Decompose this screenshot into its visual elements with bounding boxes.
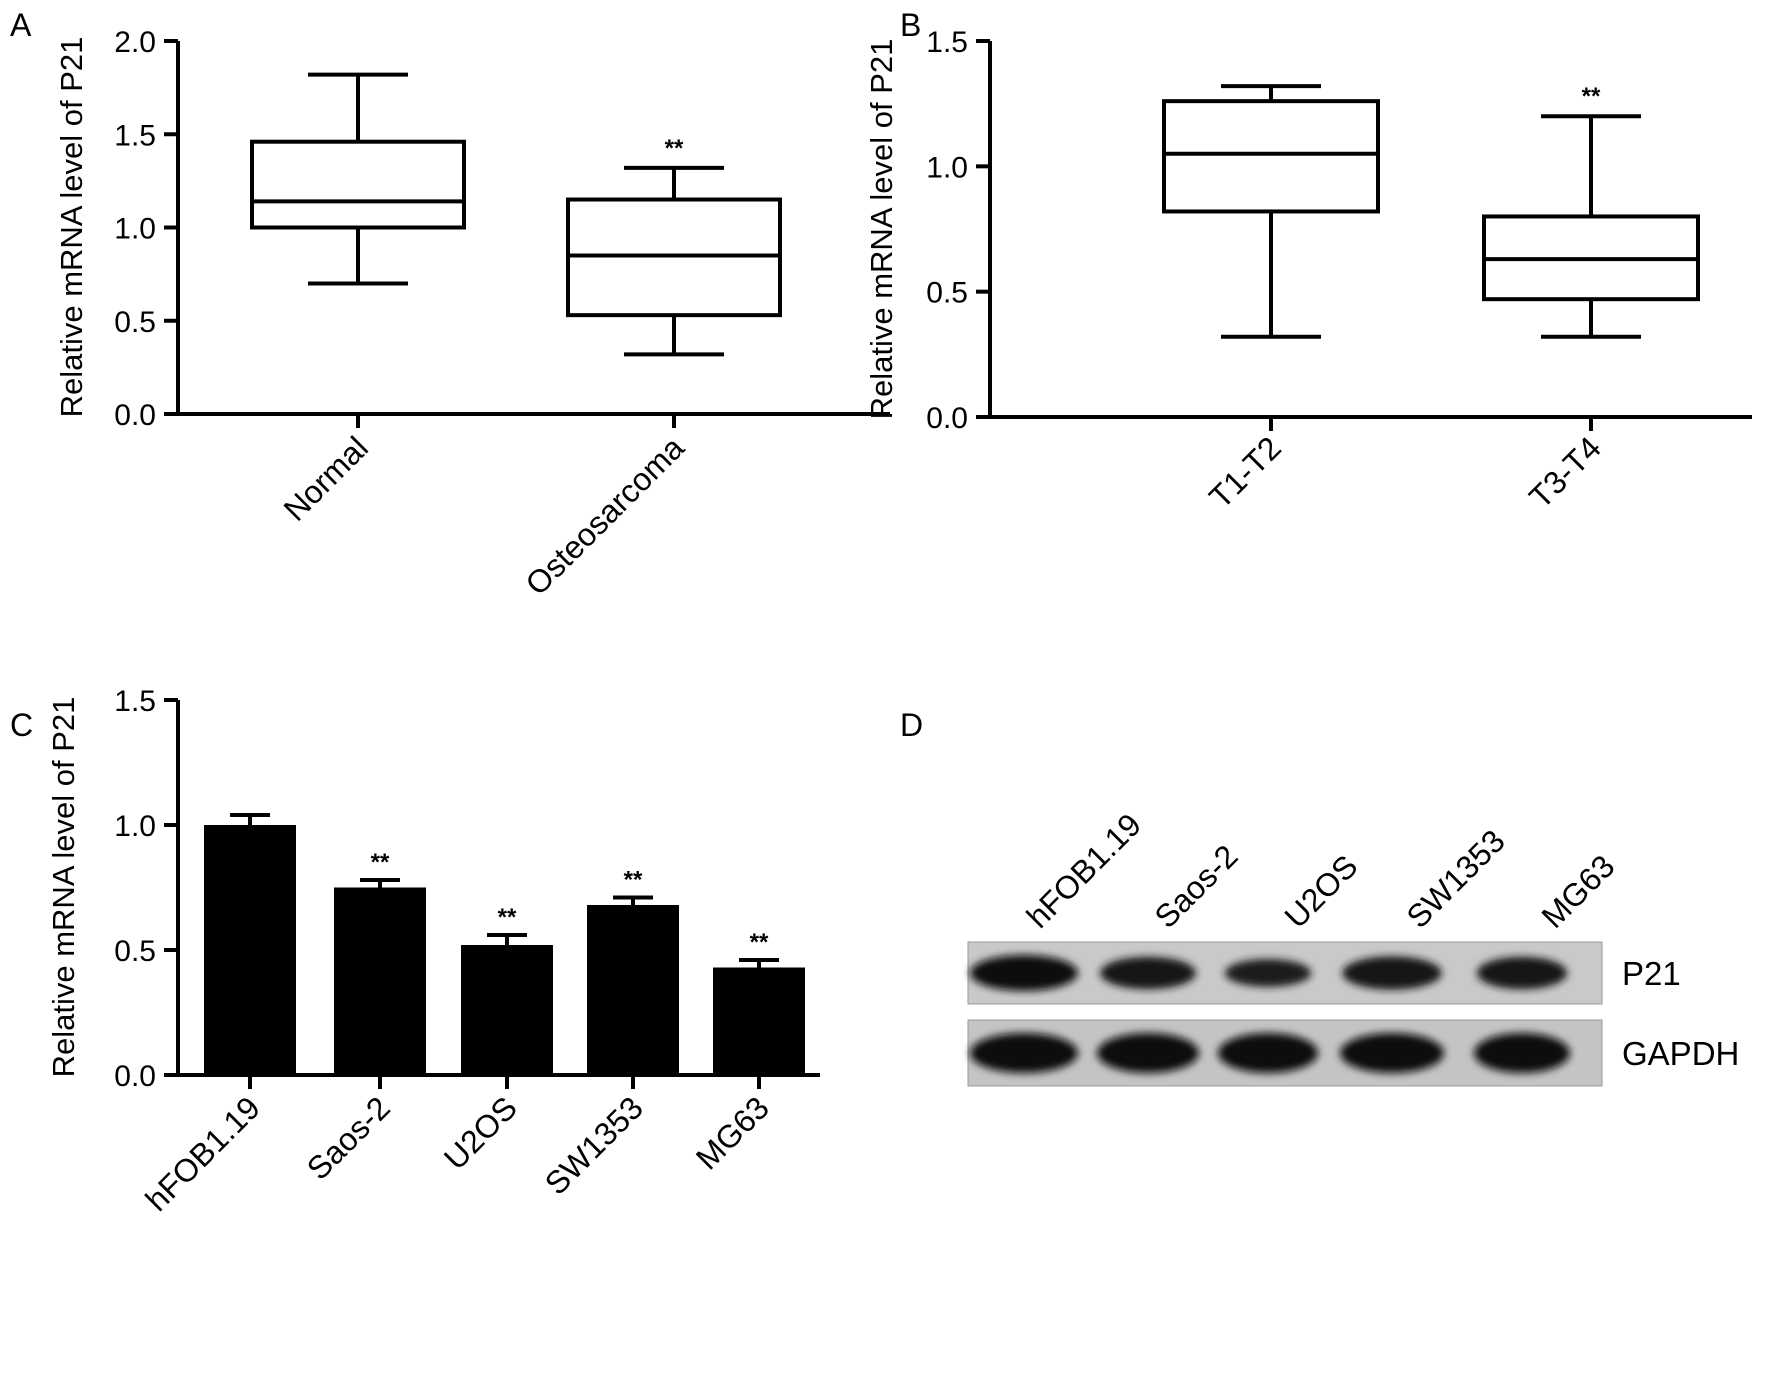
gapdh-band-3: [1218, 1033, 1318, 1073]
blot-lane-label-hfob: hFOB1.19: [1019, 806, 1148, 935]
panel-b-y-tick-label: 1.5: [926, 26, 968, 59]
bar: [204, 825, 296, 1075]
chart-panel-c: 0.0 0.5 1.0 1.5 Relative mRNA level of P21 hF…: [46, 685, 820, 1218]
panel-c-y-tick-label: 0.5: [114, 935, 156, 968]
panel-c-bar-3: **: [461, 904, 553, 1075]
panel-letter-c: C: [10, 707, 33, 743]
panel-c-y-tick-label: 1.5: [114, 685, 156, 718]
panel-b-x-tick-label: T3-T4: [1522, 429, 1608, 515]
gapdh-band-4: [1340, 1033, 1444, 1073]
panel-c-x-tick-label: Saos-2: [300, 1089, 397, 1186]
panel-c-x-tick-label: U2OS: [437, 1089, 524, 1176]
p21-band-3: [1224, 959, 1312, 987]
significance-marker: **: [498, 904, 517, 931]
panel-b-y-tick-label: 0.5: [926, 277, 968, 310]
panel-c-y-tick-label: 0.0: [114, 1060, 156, 1093]
bar: [461, 945, 553, 1075]
panel-a-y-tick-label: 1.0: [114, 213, 156, 246]
panel-b-x-tick-label: T1-T2: [1202, 429, 1288, 515]
chart-panel-a: 0.0 0.5 1.0 1.5 2.0 Relative mRNA level of P2…: [54, 26, 890, 602]
western-blot-panel-d: hFOB1.19 Saos-2 U2OS SW1353 MG63 P21 GAP…: [967, 806, 1739, 1087]
p21-band-4: [1342, 956, 1442, 990]
panel-c-y-tick-label: 1.0: [114, 810, 156, 843]
panel-a-y-tick-label: 2.0: [114, 26, 156, 59]
panel-c-x-tick-label: MG63: [689, 1089, 776, 1176]
panel-c-bar-4: **: [587, 867, 679, 1075]
gapdh-band-1: [970, 1033, 1078, 1073]
panel-a-y-tick-label: 0.0: [114, 399, 156, 432]
panel-b-box-2: **: [1482, 83, 1700, 339]
panel-a-y-axis-label: Relative mRNA level of P21: [54, 37, 89, 418]
panel-c-y-axis-label: Relative mRNA level of P21: [46, 697, 81, 1078]
blot-lane-label-saos2: Saos-2: [1147, 838, 1244, 935]
blot-row-label-gapdh: GAPDH: [1622, 1035, 1739, 1072]
panel-c-bar-2: **: [334, 849, 426, 1075]
panel-a-x-tick-label: Osteosarcoma: [518, 429, 691, 602]
significance-marker: **: [750, 929, 769, 956]
blot-bands-gapdh: [970, 1033, 1570, 1073]
significance-marker: **: [665, 135, 684, 162]
significance-marker: **: [624, 867, 643, 894]
panel-c-bar-5: **: [713, 929, 805, 1075]
bar: [713, 967, 805, 1075]
p21-band-5: [1476, 956, 1568, 990]
panel-c-bar-1: [204, 813, 296, 1075]
panel-a-y-tick-label: 1.5: [114, 119, 156, 152]
panel-a-x-tick-label: Normal: [277, 429, 375, 527]
gapdh-band-2: [1097, 1033, 1199, 1073]
box-iqr: [1162, 99, 1380, 214]
p21-band-1: [970, 955, 1078, 991]
blot-lane-label-mg63: MG63: [1534, 848, 1621, 935]
panel-c-x-tick-label: hFOB1.19: [138, 1089, 267, 1218]
panel-b-y-tick-label: 1.0: [926, 151, 968, 184]
blot-lane-label-u2os: U2OS: [1277, 848, 1364, 935]
gapdh-band-5: [1474, 1033, 1570, 1073]
panel-a-y-tick-label: 0.5: [114, 306, 156, 339]
blot-lane-labels: hFOB1.19 Saos-2 U2OS SW1353 MG63: [1019, 806, 1621, 935]
significance-marker: **: [1582, 83, 1601, 110]
panel-b-box-1: [1162, 84, 1380, 339]
panel-letter-b: B: [900, 7, 921, 43]
box-iqr: [250, 139, 466, 230]
p21-band-2: [1100, 956, 1196, 990]
panel-letter-d: D: [900, 707, 923, 743]
panel-b-y-tick-label: 0.0: [926, 402, 968, 435]
blot-row-label-p21: P21: [1622, 955, 1681, 992]
bar: [587, 905, 679, 1075]
bar: [334, 887, 426, 1075]
blot-bands-p21: [970, 955, 1568, 991]
panel-a-box-2: **: [566, 135, 782, 357]
panel-letter-a: A: [10, 7, 32, 43]
panel-c-x-tick-label: SW1353: [538, 1089, 650, 1201]
blot-lane-label-sw1353: SW1353: [1399, 823, 1511, 935]
significance-marker: **: [371, 849, 390, 876]
panel-b-y-axis-label: Relative mRNA level of P21: [864, 39, 899, 420]
chart-panel-b: 0.0 0.5 1.0 1.5 Relative mRNA level of P21 T1…: [864, 26, 1752, 515]
panel-a-box-1: [250, 72, 466, 286]
